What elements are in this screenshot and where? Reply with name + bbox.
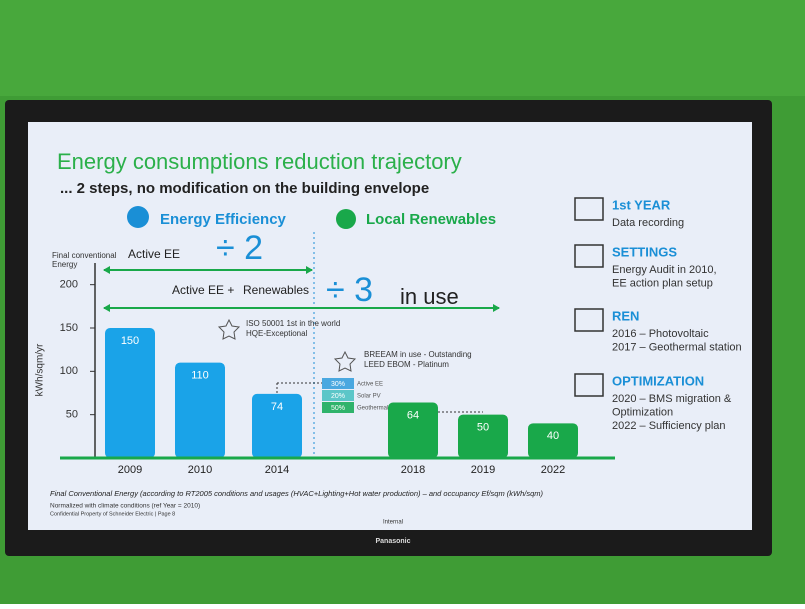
x-tick-label: 2018	[401, 464, 425, 476]
star	[217, 318, 241, 340]
annotation: HQE-Exceptional	[246, 329, 308, 338]
bar	[388, 402, 438, 458]
x-tick-label: 2022	[541, 464, 565, 476]
slide-title: Energy consumptions reduction trajectory	[57, 149, 462, 174]
x-tick-label: 2010	[188, 464, 212, 476]
sidebar-text: Optimization	[612, 406, 673, 418]
y-tick-label: 100	[60, 365, 78, 377]
value-label: 150	[121, 335, 139, 347]
slide	[28, 122, 752, 530]
sidebar-icon	[574, 197, 604, 221]
brand: Panasonic	[375, 538, 410, 545]
mix-box	[322, 402, 354, 413]
classification: Internal	[383, 520, 403, 526]
x-tick-label: 2014	[265, 464, 289, 476]
sidebar-text: 2016 – Photovoltaic	[612, 328, 709, 340]
annotation: Renewables	[243, 283, 309, 297]
value-label: 50	[477, 422, 489, 434]
subtitle: ... 2 steps, no modification on the buil…	[60, 180, 429, 197]
y-tick-label: 50	[66, 409, 78, 421]
sidebar-text: 2020 – BMS migration &	[612, 393, 732, 405]
star	[333, 350, 357, 372]
sidebar-icon	[574, 373, 604, 397]
sidebar-text: Data recording	[612, 217, 684, 229]
x-tick-label: 2019	[471, 464, 495, 476]
sidebar-title: OPTIMIZATION	[612, 373, 704, 388]
footnote: Final Conventional Energy (according to …	[50, 489, 544, 498]
annotation: ISO 50001 1st in the world	[246, 319, 340, 328]
annotation: Active EE +	[172, 283, 234, 297]
value-label: 64	[407, 409, 419, 421]
x-tick-label: 2009	[118, 464, 142, 476]
bar	[458, 414, 508, 458]
sidebar-title: 1st YEAR	[612, 197, 671, 212]
bar	[175, 362, 225, 458]
sidebar-text: Energy Audit in 2010,	[612, 264, 717, 276]
bar	[528, 423, 578, 458]
sidebar-icon	[574, 244, 604, 268]
sidebar-text: 2017 – Geothermal station	[612, 341, 742, 353]
mix-box	[322, 390, 354, 401]
phase-label: Local Renewables	[366, 211, 496, 228]
sidebar-text: EE action plan setup	[612, 277, 713, 289]
mix-pct: 20%	[331, 393, 345, 400]
mix-name: Geothermal	[357, 406, 388, 412]
sidebar-icon	[574, 308, 604, 332]
y-axis-label: kWh/sqm/yr	[35, 343, 46, 396]
ren-icon	[336, 209, 356, 229]
annotation: in use	[400, 284, 459, 309]
sidebar-text: 2022 – Sufficiency plan	[612, 420, 726, 432]
ee-icon	[127, 206, 149, 228]
sidebar-title: REN	[612, 308, 639, 323]
slide-content: Energy consumptions reduction trajectory…	[35, 149, 742, 545]
value-label: 110	[191, 370, 209, 382]
bar	[252, 393, 302, 458]
mix-pct: 50%	[331, 405, 345, 412]
value-label: 74	[271, 401, 283, 413]
bar	[105, 328, 155, 458]
sidebar-title: SETTINGS	[612, 244, 677, 259]
footnote: Normalized with climate conditions (ref …	[50, 503, 200, 510]
factor: ÷ 2	[216, 229, 263, 267]
annotation: BREEAM in use - Outstanding	[364, 350, 472, 359]
wall-top	[0, 0, 805, 96]
phase-label: Energy Efficiency	[160, 211, 287, 228]
annotation: LEED EBOM - Platinum	[364, 360, 449, 369]
footnote: Confidential Property of Schneider Elect…	[50, 511, 175, 517]
factor: ÷ 3	[326, 271, 373, 309]
value-label: 40	[547, 430, 559, 442]
mix-name: Solar PV	[357, 394, 381, 400]
annotation: Active EE	[128, 247, 180, 261]
y-tick-label: 200	[60, 279, 78, 291]
axis-note: Energy	[52, 260, 77, 269]
mix-box	[322, 378, 354, 389]
mix-pct: 30%	[331, 381, 345, 388]
axis-note: Final conventional	[52, 251, 117, 260]
y-tick-label: 150	[60, 322, 78, 334]
mix-name: Active EE	[357, 382, 383, 388]
